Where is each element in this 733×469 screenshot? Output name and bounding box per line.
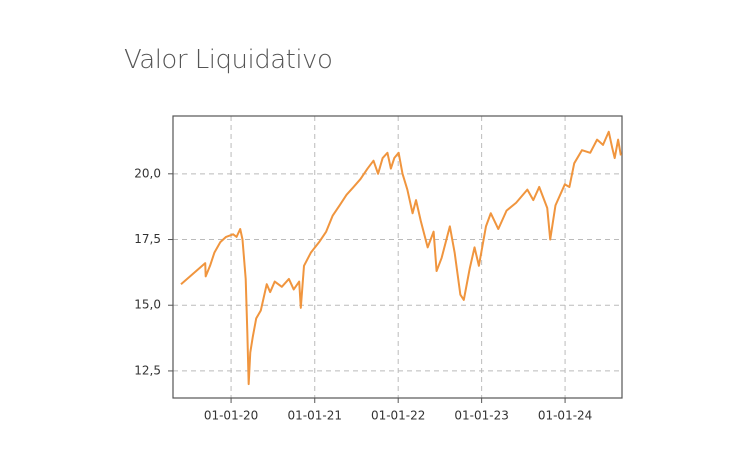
plot-frame (172, 115, 623, 399)
line (180, 130, 622, 386)
x-tick-label: 01-01-20 (204, 409, 258, 423)
chart-title: Valor Liquidativo (124, 45, 332, 75)
y-tick-label: 12,5 (134, 363, 161, 377)
x-tick-label: 01-01-23 (454, 409, 508, 423)
y-tick-label: 17,5 (134, 232, 161, 246)
x-tick-label: 01-01-24 (538, 409, 592, 423)
y-tick-label: 15,0 (134, 298, 161, 312)
x-tick-label: 01-01-21 (288, 409, 342, 423)
y-tick-label: 20,0 (134, 166, 161, 180)
x-tick-label: 01-01-22 (371, 409, 425, 423)
